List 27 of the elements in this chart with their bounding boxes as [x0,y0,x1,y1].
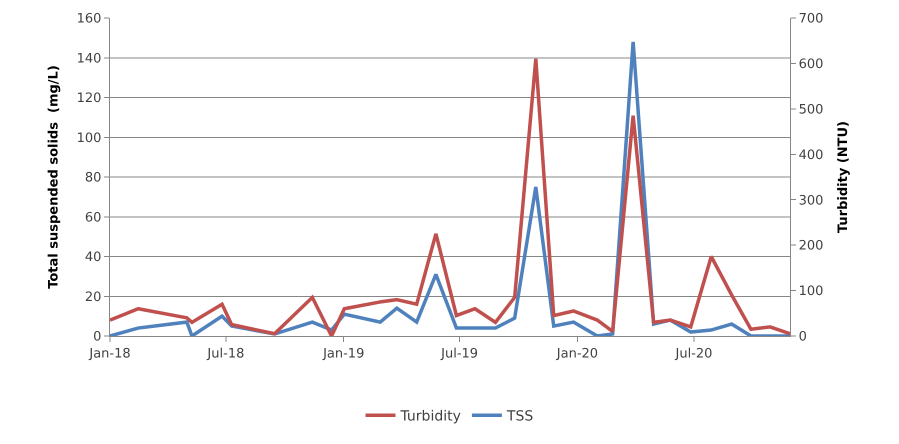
x-tick-label: Jul-20 [674,346,712,362]
y-tick-label: 20 [84,290,102,305]
x-tick-label: Jan-18 [88,346,131,362]
x-tick-label: Jul-19 [440,346,478,362]
y2-tick-label: 0 [798,330,807,345]
y-tick-label: 140 [76,51,102,66]
y-axis-title: Total suspended solids (mg/L) [46,65,62,289]
y-tick-label: 60 [84,210,102,226]
y2-tick-label: 300 [798,193,824,208]
x-tick-label: Jan-19 [322,346,364,362]
legend-label: Turbidity [400,408,461,425]
y2-tick-label: 600 [798,56,824,72]
y-tick-label: 160 [76,12,102,27]
y-tick-label: 80 [84,170,102,186]
y2-tick-label: 500 [798,102,824,118]
y-tick-label: 100 [76,130,102,146]
y2-tick-label: 100 [798,284,824,300]
y2-tick-label: 200 [798,238,824,254]
legend-label: TSS [506,408,534,425]
y-tick-label: 0 [93,330,102,345]
y-tick-label: 120 [76,91,102,106]
y2-tick-label: 700 [798,12,824,27]
x-tick-label: Jul-18 [206,346,244,362]
y-tick-label: 40 [84,250,102,266]
y2-tick-label: 400 [798,148,824,163]
y2-axis-title: Turbidity (NTU) [836,120,852,234]
x-tick-label: Jan-20 [556,346,598,362]
